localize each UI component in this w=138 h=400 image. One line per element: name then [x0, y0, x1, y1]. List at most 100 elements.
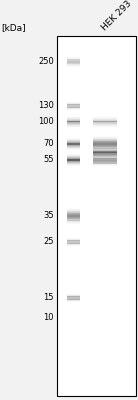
Bar: [67, 212, 80, 214]
Bar: [93, 139, 117, 140]
Bar: [67, 103, 80, 104]
Bar: [93, 158, 117, 159]
Bar: [93, 150, 117, 151]
Bar: [67, 143, 80, 144]
Bar: [93, 135, 117, 136]
Bar: [67, 214, 80, 215]
Bar: [67, 122, 80, 123]
Bar: [93, 138, 117, 139]
Bar: [67, 239, 80, 240]
Bar: [67, 107, 80, 108]
Bar: [93, 151, 117, 152]
Bar: [67, 214, 80, 215]
Bar: [67, 119, 80, 120]
Bar: [67, 164, 80, 165]
Text: 250: 250: [38, 58, 54, 66]
Bar: [93, 154, 117, 155]
Bar: [67, 239, 80, 240]
Bar: [67, 145, 80, 146]
Bar: [67, 216, 80, 217]
Bar: [67, 125, 80, 126]
Bar: [93, 153, 117, 154]
Bar: [67, 160, 80, 161]
Bar: [67, 220, 80, 221]
Bar: [67, 159, 80, 160]
Bar: [93, 149, 117, 150]
Bar: [93, 147, 117, 148]
Bar: [93, 137, 117, 138]
Bar: [67, 297, 80, 298]
Bar: [93, 149, 117, 150]
Bar: [67, 58, 80, 59]
Bar: [67, 243, 80, 244]
Bar: [67, 217, 80, 218]
Bar: [93, 119, 117, 120]
Bar: [93, 152, 117, 153]
Bar: [67, 60, 80, 61]
Bar: [67, 295, 80, 296]
Bar: [67, 295, 80, 296]
Bar: [67, 209, 80, 210]
Text: 35: 35: [43, 212, 54, 220]
Bar: [67, 127, 80, 128]
Bar: [67, 118, 80, 119]
Bar: [67, 108, 80, 109]
Bar: [93, 156, 117, 157]
Text: 55: 55: [43, 156, 54, 164]
Bar: [93, 157, 117, 158]
Bar: [67, 150, 80, 151]
Bar: [93, 124, 117, 125]
Bar: [93, 127, 117, 128]
Bar: [93, 161, 117, 162]
Bar: [67, 103, 80, 104]
Bar: [93, 158, 117, 159]
Bar: [67, 298, 80, 299]
Bar: [67, 245, 80, 246]
Bar: [93, 160, 117, 161]
Bar: [67, 117, 80, 118]
Text: 15: 15: [43, 294, 54, 302]
Bar: [93, 146, 117, 147]
Bar: [67, 121, 80, 122]
Bar: [93, 165, 117, 166]
Bar: [93, 163, 117, 164]
Bar: [67, 209, 80, 210]
Bar: [93, 155, 117, 156]
Bar: [67, 241, 80, 242]
Bar: [93, 150, 117, 151]
Bar: [67, 299, 80, 300]
Bar: [67, 123, 80, 124]
Bar: [93, 144, 117, 145]
Bar: [67, 120, 80, 121]
Bar: [93, 122, 117, 123]
Bar: [93, 120, 117, 121]
Bar: [93, 148, 117, 149]
Bar: [67, 213, 80, 214]
Bar: [93, 155, 117, 156]
Text: 70: 70: [43, 140, 54, 148]
Bar: [67, 65, 80, 66]
Bar: [67, 146, 80, 147]
Bar: [67, 218, 80, 219]
Bar: [67, 208, 80, 209]
Bar: [67, 59, 80, 60]
Bar: [93, 166, 117, 167]
Bar: [67, 300, 80, 301]
Bar: [93, 148, 117, 149]
Bar: [93, 137, 117, 138]
Bar: [93, 154, 117, 155]
Text: HEK 293: HEK 293: [100, 0, 133, 32]
Bar: [93, 120, 117, 121]
Bar: [67, 61, 80, 62]
Bar: [67, 140, 80, 141]
Bar: [67, 222, 80, 223]
Bar: [93, 162, 117, 163]
Bar: [67, 141, 80, 142]
Bar: [93, 142, 117, 143]
Bar: [93, 157, 117, 158]
Bar: [67, 219, 80, 220]
Bar: [67, 166, 80, 167]
Bar: [67, 301, 80, 302]
Bar: [67, 162, 80, 163]
Bar: [93, 146, 117, 147]
